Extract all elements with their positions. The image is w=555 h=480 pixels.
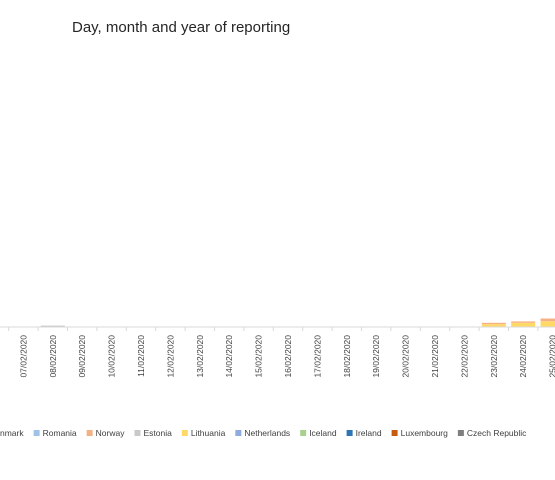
bar-group	[40, 318, 555, 327]
bar-segment-18-0	[511, 322, 536, 327]
bar-segment-2-0	[40, 325, 65, 327]
legend-label-netherlands: Netherlands	[244, 428, 290, 438]
legend-swatch-lithuania	[181, 430, 188, 436]
x-tick-label: 21/02/2020	[430, 335, 440, 378]
x-tick-label: 07/02/2020	[18, 335, 28, 378]
bar-segment-18-1	[511, 321, 536, 323]
legend-label-nmark: nmark	[0, 428, 24, 438]
legend-label-estonia: Estonia	[143, 428, 172, 438]
x-tick-label: 09/02/2020	[77, 335, 87, 378]
bar-segment-19-1	[540, 318, 555, 322]
x-tick-label: 11/02/2020	[136, 335, 146, 377]
bar-segment-17-1	[481, 322, 506, 325]
x-tick-label: 23/02/2020	[489, 335, 499, 378]
legend-swatch-romania	[33, 430, 40, 436]
bar-segment-17-0	[481, 324, 506, 327]
legend: nmark Romania Norway Estonia Lithuania Nether…	[0, 428, 527, 438]
legend-label-norway: Norway	[96, 428, 126, 438]
legend-swatch-luxembourg	[391, 430, 398, 436]
x-tick-label: 18/02/2020	[342, 335, 352, 378]
chart-title: Day, month and year of reporting	[72, 19, 291, 36]
legend-swatch-netherlands	[235, 430, 242, 436]
legend-label-luxembourg: Luxembourg	[401, 428, 449, 438]
x-tick-label: 17/02/2020	[312, 335, 322, 378]
legend-label-lithuania: Lithuania	[191, 428, 226, 438]
legend-swatch-norway	[86, 430, 93, 436]
x-tick-label: 25/02/2020	[548, 335, 555, 378]
x-tick-label: 10/02/2020	[107, 335, 117, 378]
legend-label-czech-republic: Czech Republic	[467, 428, 527, 438]
x-tick-label: 19/02/2020	[371, 335, 381, 378]
legend-swatch-iceland	[300, 430, 307, 436]
legend-label-romania: Romania	[43, 428, 77, 438]
x-tick-label: 16/02/2020	[283, 335, 293, 378]
x-tick-label: 22/02/2020	[459, 335, 469, 378]
legend-swatch-czech-republic	[457, 430, 464, 436]
x-tick-label: 08/02/2020	[48, 335, 58, 378]
bar-segment-19-0	[540, 321, 555, 327]
legend-label-iceland: Iceland	[309, 428, 337, 438]
x-tick-label: 14/02/2020	[224, 335, 234, 378]
x-tick-label: 24/02/2020	[518, 335, 528, 378]
x-tick-group: 07/02/2020 08/02/2020 09/02/2020 10/02/2020…	[8, 327, 555, 378]
legend-swatch-estonia	[134, 430, 141, 436]
legend-label-ireland: Ireland	[356, 428, 382, 438]
legend-swatch-ireland	[346, 430, 353, 436]
x-tick-label: 12/02/2020	[165, 335, 175, 378]
x-tick-label: 13/02/2020	[195, 335, 205, 378]
x-tick-label: 20/02/2020	[401, 335, 411, 378]
x-tick-label: 15/02/2020	[254, 335, 264, 378]
